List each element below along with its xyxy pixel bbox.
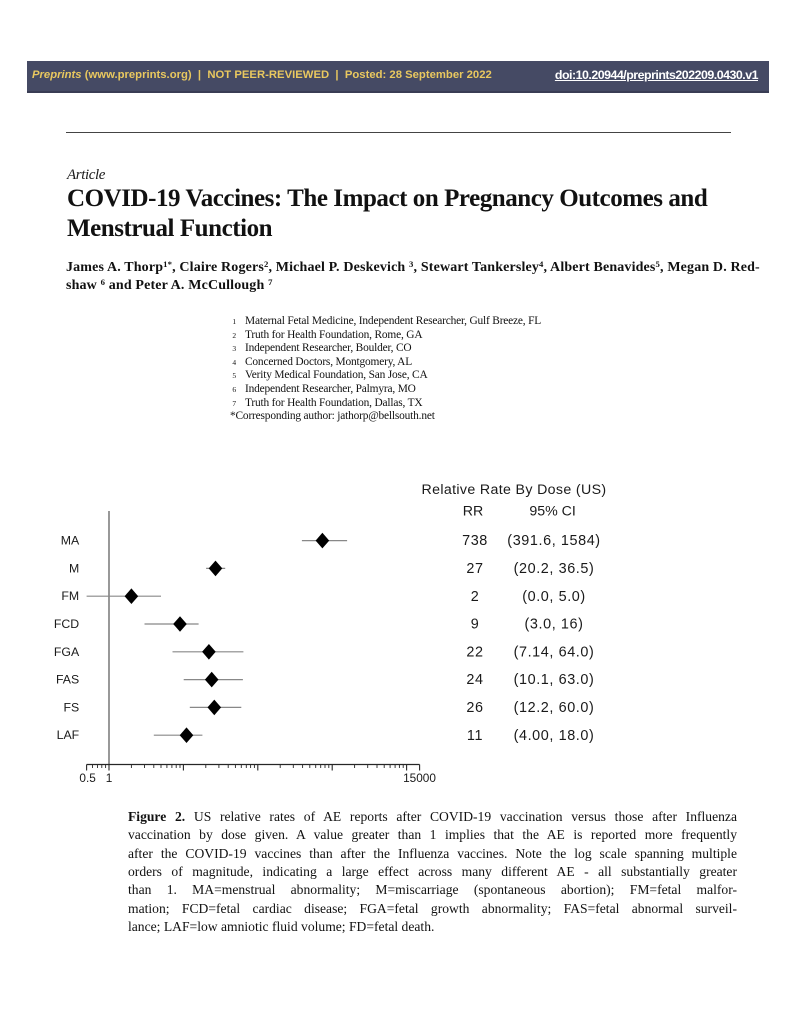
svg-text:1: 1 xyxy=(106,771,113,785)
svg-text:(391.6, 1584): (391.6, 1584) xyxy=(507,533,600,549)
svg-text:M: M xyxy=(69,561,79,575)
svg-text:(3.0, 16): (3.0, 16) xyxy=(525,617,584,633)
svg-text:RR: RR xyxy=(463,503,484,519)
svg-text:FM: FM xyxy=(61,589,79,603)
svg-text:(7.14, 64.0): (7.14, 64.0) xyxy=(514,644,595,660)
svg-text:Relative Rate By Dose (US): Relative Rate By Dose (US) xyxy=(422,482,607,498)
svg-text:(10.1, 63.0): (10.1, 63.0) xyxy=(514,672,595,688)
svg-text:2: 2 xyxy=(471,589,480,605)
svg-text:24: 24 xyxy=(466,672,483,688)
svg-text:MA: MA xyxy=(61,534,80,548)
svg-text:95% CI: 95% CI xyxy=(529,503,576,519)
svg-text:LAF: LAF xyxy=(57,728,80,742)
svg-text:22: 22 xyxy=(466,644,483,660)
svg-text:26: 26 xyxy=(466,700,483,716)
svg-text:(12.2, 60.0): (12.2, 60.0) xyxy=(514,700,595,716)
svg-text:0.5: 0.5 xyxy=(79,771,96,785)
svg-text:FAS: FAS xyxy=(56,673,79,687)
svg-text:(4.00, 18.0): (4.00, 18.0) xyxy=(514,728,595,744)
svg-text:FS: FS xyxy=(63,700,79,714)
svg-text:FGA: FGA xyxy=(54,645,80,659)
svg-text:(20.2, 36.5): (20.2, 36.5) xyxy=(514,561,595,577)
svg-text:15000: 15000 xyxy=(403,771,436,785)
svg-text:11: 11 xyxy=(467,728,483,744)
svg-text:(0.0, 5.0): (0.0, 5.0) xyxy=(522,589,586,605)
svg-text:27: 27 xyxy=(466,561,483,577)
svg-text:738: 738 xyxy=(462,533,488,549)
svg-text:FCD: FCD xyxy=(54,617,79,631)
svg-text:9: 9 xyxy=(471,617,480,633)
